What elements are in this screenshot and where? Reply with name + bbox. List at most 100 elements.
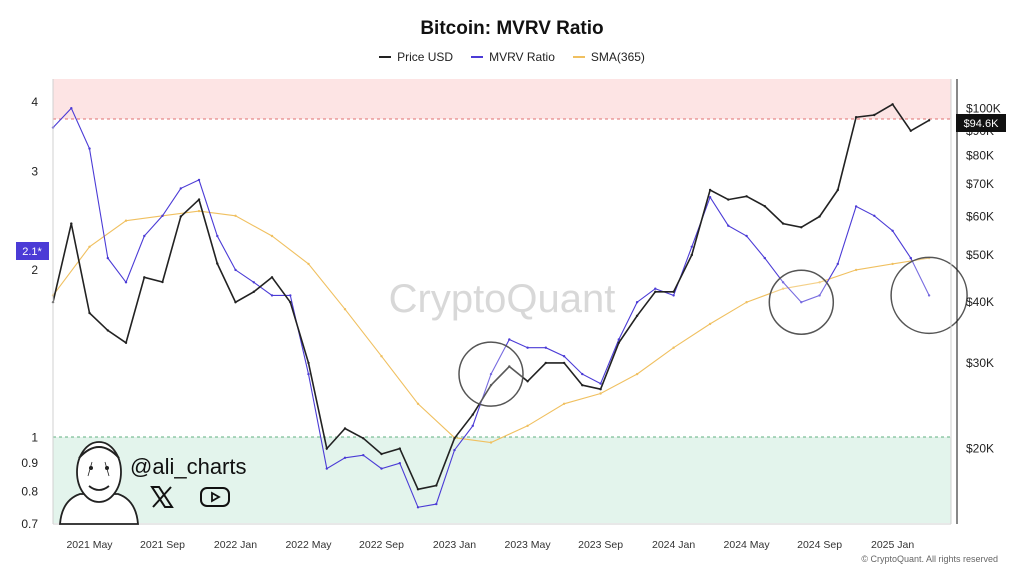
- x-tick-label: 2024 May: [724, 539, 771, 551]
- highlight-circle: [768, 269, 835, 335]
- highlight-circle: [890, 256, 968, 335]
- x-tick-label: 2023 Jan: [433, 539, 476, 551]
- point-sma-365: [708, 322, 712, 326]
- point-price-usd: [672, 290, 675, 293]
- right-tick-label: $50K: [966, 248, 994, 262]
- point-mvrv-ratio: [252, 281, 255, 284]
- point-sma-365: [88, 245, 91, 248]
- point-mvrv-ratio: [635, 301, 639, 304]
- point-mvrv-ratio: [161, 214, 164, 217]
- point-price-usd: [289, 301, 292, 304]
- point-mvrv-ratio: [289, 294, 292, 297]
- point-sma-365: [343, 308, 347, 311]
- legend-item-mvrv[interactable]: MVRV Ratio: [471, 50, 555, 64]
- point-price-usd: [270, 276, 274, 279]
- youtube-icon[interactable]: [200, 486, 230, 513]
- point-price-usd: [763, 205, 766, 208]
- point-price-usd: [581, 384, 584, 387]
- x-tick-label: 2024 Jan: [652, 539, 695, 551]
- point-mvrv-ratio: [416, 506, 420, 509]
- left-tick-label: 3: [31, 165, 38, 179]
- point-price-usd: [435, 484, 438, 487]
- point-mvrv-ratio: [343, 456, 347, 459]
- point-price-usd: [234, 301, 237, 304]
- left-tick-label: 0.8: [21, 485, 38, 499]
- point-mvrv-ratio: [818, 294, 821, 297]
- point-mvrv-ratio: [179, 187, 182, 190]
- right-tick-label: $70K: [966, 177, 994, 191]
- point-mvrv-ratio: [88, 147, 91, 150]
- point-mvrv-ratio: [708, 196, 712, 199]
- right-tick-label: $100K: [966, 102, 1001, 116]
- left-tick-label: 1: [31, 431, 38, 445]
- point-mvrv-ratio: [526, 346, 529, 349]
- current-price-badge: [956, 114, 1006, 132]
- right-tick-label: $20K: [966, 442, 994, 456]
- zone-undervalued: [53, 437, 951, 523]
- point-price-usd: [88, 311, 91, 315]
- point-price-usd: [873, 113, 876, 117]
- point-price-usd: [325, 447, 328, 450]
- point-price-usd: [252, 290, 255, 293]
- point-mvrv-ratio: [380, 467, 383, 470]
- point-mvrv-ratio: [307, 372, 310, 376]
- legend-swatch-sma: [572, 56, 585, 58]
- point-price-usd: [489, 384, 493, 387]
- point-price-usd: [909, 129, 912, 132]
- series-price-usd: [51, 103, 931, 491]
- x-tick-label: 2023 May: [505, 539, 552, 551]
- point-price-usd: [654, 290, 657, 293]
- legend-label-price: Price USD: [397, 50, 454, 64]
- point-price-usd: [544, 361, 547, 365]
- point-price-usd: [562, 361, 566, 365]
- point-price-usd: [891, 103, 894, 106]
- point-sma-365: [197, 209, 201, 213]
- point-price-usd: [927, 119, 931, 122]
- point-mvrv-ratio: [362, 454, 365, 457]
- point-sma-365: [234, 214, 237, 217]
- point-mvrv-ratio: [270, 294, 274, 297]
- point-mvrv-ratio: [927, 294, 931, 297]
- point-sma-365: [781, 287, 785, 290]
- point-mvrv-ratio: [216, 234, 219, 238]
- point-price-usd: [398, 447, 401, 450]
- right-tick-label: $60K: [966, 210, 994, 224]
- point-mvrv-ratio: [745, 234, 748, 238]
- legend-label-mvrv: MVRV Ratio: [489, 50, 555, 64]
- point-mvrv-ratio: [124, 281, 128, 284]
- point-mvrv-ratio: [672, 294, 675, 297]
- point-price-usd: [708, 188, 712, 192]
- point-price-usd: [143, 276, 146, 279]
- copyright-notice: © CryptoQuant. All rights reserved: [861, 554, 998, 564]
- point-mvrv-ratio: [690, 245, 693, 248]
- point-sma-365: [489, 441, 493, 444]
- point-mvrv-ratio: [781, 281, 785, 284]
- point-sma-365: [270, 234, 274, 238]
- point-price-usd: [745, 195, 748, 198]
- legend-item-price[interactable]: Price USD: [379, 50, 453, 64]
- point-mvrv-ratio: [617, 338, 620, 341]
- point-sma-365: [672, 346, 675, 349]
- x-tick-label: 2025 Jan: [871, 539, 914, 551]
- point-mvrv-ratio: [234, 268, 237, 272]
- x-tick-label: 2022 May: [285, 539, 332, 551]
- point-price-usd: [124, 341, 128, 344]
- social-icons: [150, 486, 230, 513]
- point-price-usd: [471, 413, 474, 416]
- legend-item-sma[interactable]: SMA(365): [572, 50, 645, 64]
- point-price-usd: [818, 215, 821, 218]
- point-mvrv-ratio: [909, 256, 912, 260]
- point-price-usd: [800, 226, 803, 229]
- point-price-usd: [599, 388, 602, 391]
- point-sma-365: [854, 268, 858, 272]
- point-price-usd: [380, 452, 383, 456]
- watermark: CryptoQuant: [389, 277, 616, 321]
- point-price-usd: [453, 437, 456, 440]
- point-mvrv-ratio: [325, 467, 328, 470]
- point-sma-365: [416, 402, 420, 405]
- right-tick-label: $40K: [966, 295, 994, 309]
- highlight-circle: [458, 341, 524, 407]
- x-logo-icon[interactable]: [150, 486, 174, 513]
- legend-swatch-price: [379, 56, 392, 58]
